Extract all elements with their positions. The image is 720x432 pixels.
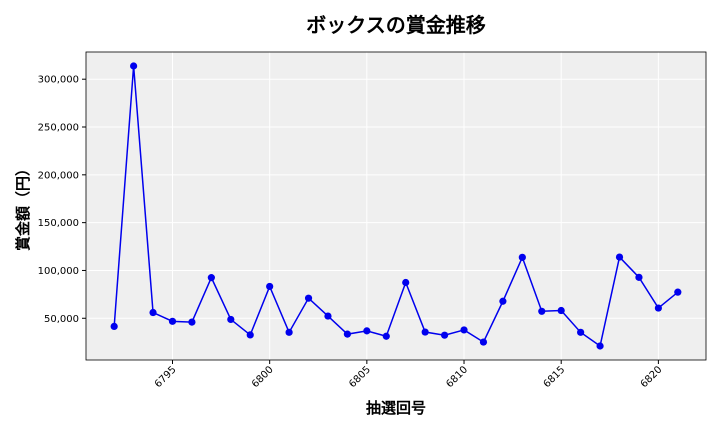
- series-line: [113, 65, 679, 348]
- data-point: [596, 342, 604, 350]
- x-tick-label: 6795: [153, 364, 179, 390]
- data-point: [382, 332, 390, 340]
- data-point: [615, 253, 624, 261]
- data-point: [149, 308, 157, 317]
- data-point: [421, 328, 429, 336]
- data-point: [246, 331, 254, 339]
- data-point: [635, 273, 643, 281]
- data-point: [518, 253, 526, 261]
- y-tick-label: 250,000: [38, 123, 79, 134]
- data-point: [460, 326, 468, 334]
- series-layer: [110, 62, 682, 350]
- data-point: [499, 297, 507, 305]
- data-point: [557, 306, 565, 315]
- y-tick-label: 200,000: [38, 170, 79, 181]
- data-point: [538, 307, 546, 315]
- data-point: [266, 282, 274, 291]
- data-point: [168, 317, 177, 325]
- plot-area: [86, 52, 706, 360]
- x-tick-label: 6815: [542, 364, 568, 390]
- data-point: [130, 62, 138, 70]
- x-tick-label: 6805: [347, 364, 373, 390]
- data-point: [577, 328, 585, 336]
- data-point: [188, 318, 196, 326]
- x-tick-label: 6810: [444, 364, 470, 390]
- data-point: [324, 312, 332, 320]
- data-point: [207, 274, 215, 282]
- data-point: [440, 331, 449, 339]
- y-axis-label: 賞金額（円）: [14, 161, 32, 251]
- data-point: [285, 328, 293, 336]
- data-point: [479, 338, 488, 346]
- data-point: [402, 278, 410, 287]
- data-point: [363, 327, 371, 335]
- grid-lines: [86, 52, 706, 360]
- data-point: [110, 322, 118, 330]
- x-axis-label: 抽選回号: [366, 399, 426, 417]
- data-point: [304, 294, 313, 302]
- data-point: [343, 330, 352, 338]
- y-tick-label: 300,000: [38, 75, 79, 86]
- x-tick-label: 6800: [250, 364, 276, 390]
- y-tick-label: 150,000: [38, 218, 79, 229]
- y-tick-label: 50,000: [44, 314, 79, 325]
- data-point: [227, 315, 235, 324]
- x-tick-label: 6820: [639, 364, 665, 390]
- plot-frame: [85, 51, 707, 361]
- data-point: [654, 304, 662, 312]
- data-point: [674, 288, 682, 296]
- y-tick-label: 100,000: [38, 266, 79, 277]
- chart-title: ボックスの賞金推移: [306, 13, 485, 37]
